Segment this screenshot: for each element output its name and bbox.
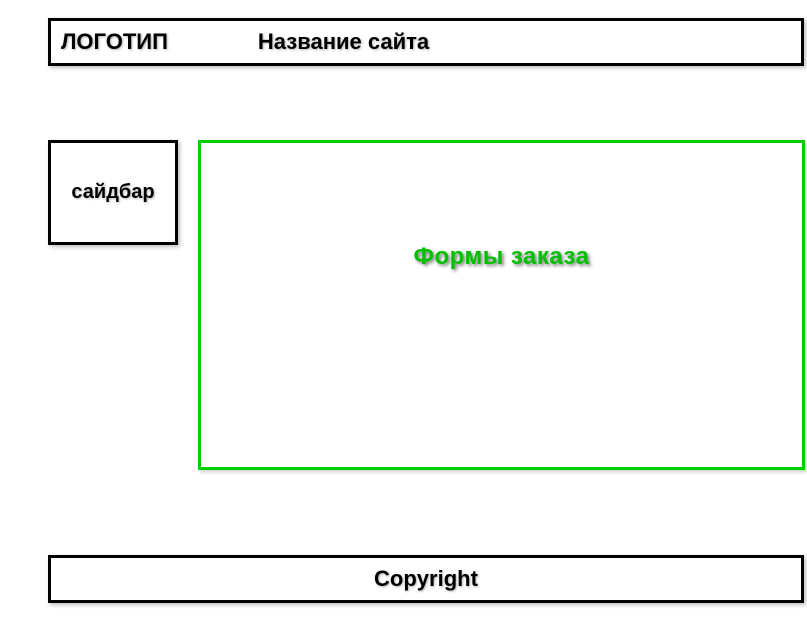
sidebar-region: сайдбар: [48, 140, 178, 245]
header-region: ЛОГОТИП Название сайта: [48, 18, 804, 66]
footer-label: Copyright: [374, 566, 478, 592]
footer-region: Copyright: [48, 555, 804, 603]
wireframe-canvas: ЛОГОТИП Название сайта сайдбар Формы зак…: [0, 0, 807, 625]
site-title: Название сайта: [258, 29, 429, 55]
sidebar-label: сайдбар: [71, 181, 154, 204]
main-content-label: Формы заказа: [414, 243, 590, 271]
main-content-region: Формы заказа: [198, 140, 805, 470]
logo-placeholder: ЛОГОТИП: [61, 29, 168, 55]
